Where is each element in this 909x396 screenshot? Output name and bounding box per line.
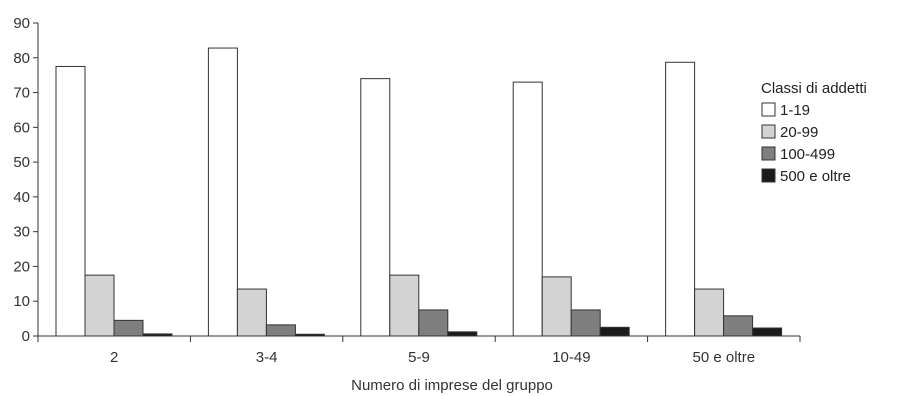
bar-20-99-2: [84, 274, 115, 337]
legend-swatch: [761, 168, 776, 183]
bar-1-19-10-49: [512, 81, 543, 337]
y-tick-label: 20: [13, 258, 30, 275]
legend-title: Classi di addetti: [761, 80, 867, 97]
legend-label: 100-499: [780, 146, 835, 163]
bar-500-e-oltre-2: [142, 333, 173, 337]
bar-100-499-5-9: [418, 309, 449, 337]
bar-500-e-oltre-10-49: [599, 326, 630, 337]
legend-swatch: [761, 146, 776, 161]
bar-20-99-50-e-oltre: [694, 288, 725, 337]
x-axis-title: Numero di imprese del gruppo: [351, 377, 553, 394]
y-tick-label: 50: [13, 154, 30, 171]
legend-label: 1-19: [780, 102, 810, 119]
bar-500-e-oltre-50-e-oltre: [752, 327, 783, 337]
bar-20-99-5-9: [389, 274, 420, 337]
y-tick-label: 30: [13, 224, 30, 241]
bar-500-e-oltre-5-9: [447, 331, 478, 337]
bar-20-99-3-4: [236, 288, 267, 337]
y-tick-label: 40: [13, 189, 30, 206]
bar-20-99-10-49: [541, 276, 572, 337]
legend-swatch: [761, 124, 776, 139]
x-tick-label: 3-4: [256, 349, 278, 366]
bar-100-499-10-49: [570, 309, 601, 337]
y-tick-label: 0: [22, 328, 30, 345]
y-tick-label: 70: [13, 85, 30, 102]
legend-label: 500 e oltre: [780, 168, 851, 185]
bar-100-499-3-4: [265, 324, 296, 337]
bar-100-499-50-e-oltre: [723, 315, 754, 337]
bar-1-19-50-e-oltre: [665, 61, 696, 337]
y-tick-label: 60: [13, 119, 30, 136]
y-axis: 0 10 20 30 40 50 60 70 80 90: [13, 15, 39, 345]
bar-1-19-5-9: [360, 78, 391, 337]
x-tick-label: 50 e oltre: [693, 349, 756, 366]
bar-1-19-2: [55, 65, 86, 337]
y-tick-label: 90: [13, 15, 30, 32]
bar-1-19-3-4: [207, 47, 238, 337]
x-axis: 2 3-4 5-9 10-49 50 e oltre: [37, 335, 801, 366]
bars-group: [55, 47, 783, 337]
legend-swatch: [761, 102, 776, 117]
y-tick-label: 10: [13, 293, 30, 310]
bar-100-499-2: [113, 319, 144, 337]
legend: Classi di addetti 1-19 20-99 100-499 500 e …: [761, 80, 867, 185]
bar-500-e-oltre-3-4: [294, 333, 325, 337]
x-tick-label: 10-49: [552, 349, 590, 366]
legend-label: 20-99: [780, 124, 818, 141]
x-tick-label: 2: [110, 349, 118, 366]
y-tick-label: 80: [13, 50, 30, 67]
x-tick-label: 5-9: [408, 349, 430, 366]
